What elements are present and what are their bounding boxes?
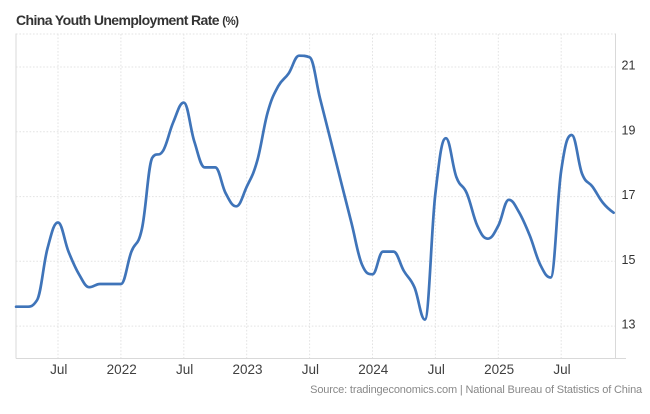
svg-text:Jul: Jul — [428, 362, 445, 377]
svg-text:China Youth Unemployment Rate: China Youth Unemployment Rate (%) — [16, 12, 239, 28]
svg-text:Jul: Jul — [302, 362, 319, 377]
svg-text:2022: 2022 — [107, 362, 137, 377]
svg-text:13: 13 — [622, 318, 636, 332]
svg-text:17: 17 — [622, 188, 636, 202]
svg-text:21: 21 — [622, 59, 636, 73]
svg-text:Source: tradingeconomics.com |: Source: tradingeconomics.com | National … — [310, 384, 643, 396]
svg-text:15: 15 — [622, 253, 636, 267]
svg-text:19: 19 — [622, 123, 636, 137]
svg-text:Jul: Jul — [50, 362, 67, 377]
svg-text:2023: 2023 — [232, 362, 262, 377]
svg-text:Jul: Jul — [176, 362, 193, 377]
svg-text:2024: 2024 — [358, 362, 389, 377]
svg-text:2025: 2025 — [484, 362, 514, 377]
svg-text:Jul: Jul — [553, 362, 570, 377]
